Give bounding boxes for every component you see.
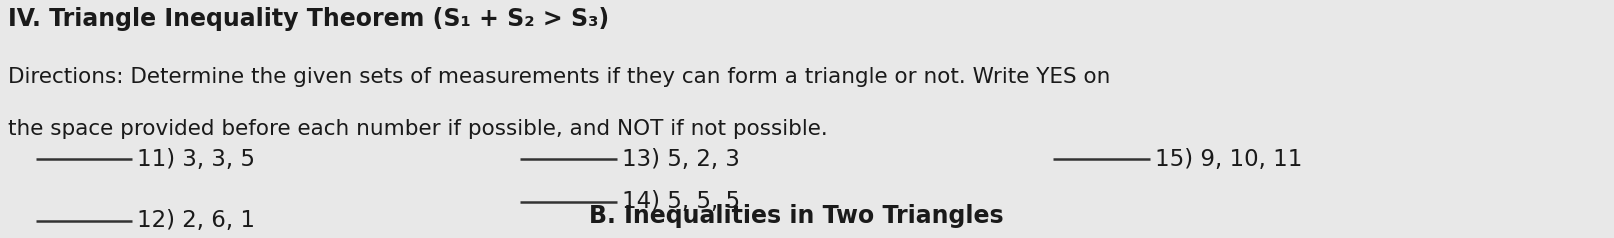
Text: 12) 2, 6, 1: 12) 2, 6, 1 <box>137 209 255 233</box>
Text: Directions: Determine the given sets of measurements if they can form a triangle: Directions: Determine the given sets of … <box>8 67 1110 87</box>
Text: B. Inequalities in Two Triangles: B. Inequalities in Two Triangles <box>589 204 1004 228</box>
Text: 15) 9, 10, 11: 15) 9, 10, 11 <box>1154 148 1301 171</box>
Text: 13) 5, 2, 3: 13) 5, 2, 3 <box>621 148 739 171</box>
Text: IV. Triangle Inequality Theorem (S₁ + S₂ > S₃): IV. Triangle Inequality Theorem (S₁ + S₂… <box>8 7 608 31</box>
Text: 14) 5, 5, 5: 14) 5, 5, 5 <box>621 190 739 213</box>
Text: 11) 3, 3, 5: 11) 3, 3, 5 <box>137 148 255 171</box>
Text: the space provided before each number if possible, and NOT if not possible.: the space provided before each number if… <box>8 119 828 139</box>
